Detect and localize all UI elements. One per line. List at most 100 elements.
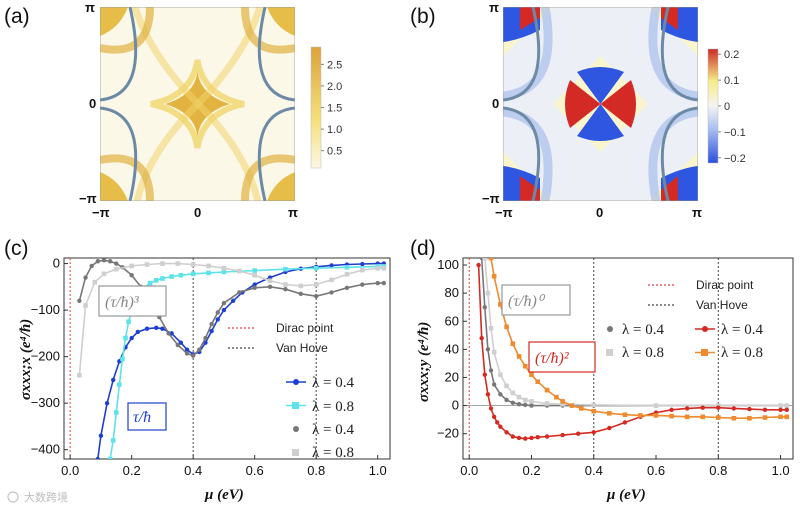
panel-c-series-1-point (169, 331, 174, 336)
panel-b-ytick-top: π (489, 0, 499, 15)
panel-d-xtick-label: 0.0 (460, 463, 478, 478)
panel-b-colorbar (707, 48, 719, 164)
panel-c-series-2-point (252, 268, 257, 273)
panel-a-xtick-left: −π (92, 205, 110, 220)
panel-c-series-3-point (166, 331, 171, 336)
panel-c-series-1-point (209, 328, 214, 334)
panel-c-series-4-point (252, 272, 257, 278)
panel-d-series-1-point (529, 403, 534, 408)
panel-c-plot-frame (63, 257, 391, 460)
panel-d-series-4-point (778, 414, 783, 420)
panel-c-series-2-line (109, 265, 384, 459)
panel-d-ytick-label: 40 (445, 341, 459, 356)
panel-c-series-1-point (98, 433, 104, 438)
panel-c-series-1-point (160, 326, 165, 331)
panel-d-series-4-point (715, 415, 721, 420)
panel-d-series-3-point (747, 406, 752, 412)
panel-d-series-2-point (522, 397, 528, 403)
panel-d-series-3-point (523, 436, 528, 441)
panel-d-series-3-point (560, 432, 565, 438)
panel-c-series-4-point (381, 265, 387, 271)
panel-c-series-3-point (114, 261, 119, 266)
panel-c-series-2-point (123, 335, 128, 341)
panel-c-series-4-point (175, 261, 181, 266)
panel-a-center-glow (150, 59, 245, 149)
panel-d-series-4-point (622, 412, 628, 418)
panel-b-colorbar-tick-label: 0.2 (724, 49, 739, 61)
panel-d-ytick-label: 100 (437, 257, 459, 272)
panel-a-ytick-mid: 0 (89, 96, 96, 111)
panel-c-series-4-point (92, 279, 98, 285)
panel-d-series-3-point (488, 406, 494, 411)
panel-d-series-4-point (579, 406, 584, 411)
panel-d-ytick-label: 20 (445, 369, 459, 384)
panel-c-xtick-label: 0.4 (184, 463, 202, 478)
panel-c-series-1-point (178, 340, 184, 345)
panel-d-series-2-point (504, 383, 509, 389)
panel-a-fermi-tl (100, 7, 138, 102)
panel-d-series-2-point (591, 402, 597, 408)
panel-a-xtick-right: π (288, 205, 298, 220)
panel-d-xtick-label: 0.6 (647, 463, 665, 478)
panel-c-series-1-point (329, 263, 334, 268)
panel-c-series-2-point (160, 276, 165, 281)
panel-d-series-4-line (490, 258, 787, 420)
panel-c-series-4-point (375, 265, 380, 271)
panel-d-series-4-point (569, 403, 575, 408)
panel-c-series-3-point (344, 285, 350, 290)
panel-c-series-3-point (237, 290, 242, 295)
panel-c-series-1-point (144, 326, 150, 331)
panel-d-series-3-point (716, 405, 721, 410)
panel-d-series-2-point (488, 325, 494, 331)
panel-d-series-3-point (516, 435, 522, 441)
panel-c-series-4-point (313, 282, 319, 287)
panel-d-series-4-point (669, 413, 674, 419)
panel-a-colorbar-tick-label: 1.5 (327, 103, 342, 115)
panel-d-series-3-point (529, 435, 534, 441)
panel-c-series-2-point (120, 356, 125, 362)
panel-c-xtick-label: 1.0 (369, 463, 387, 478)
panel-a-corner-bl (100, 172, 128, 201)
panel-a-colorbar-tick-label: 1.0 (327, 124, 342, 136)
panel-c-series-2-point (178, 272, 184, 278)
panel-c-series-3-point (329, 290, 334, 295)
panel-d-xtick-label: 0.4 (585, 463, 603, 478)
panel-c-series-4-point (298, 283, 304, 289)
panel-c-series-4-point (360, 267, 365, 273)
panel-d-series-2-point (778, 403, 783, 408)
panel-c-series-2-point (206, 270, 211, 276)
panel-d-series-1-point (523, 402, 528, 408)
panel-c-box-linear (127, 402, 167, 431)
panel-c-series-4-point (77, 372, 82, 378)
panel-a-colorbar-ticks: 2.5 2.0 1.5 1.0 0.5 (321, 59, 342, 158)
panel-c-legend-swatch-4 (292, 449, 299, 456)
panel-d-legend-3: λ = 0.4 (721, 322, 763, 338)
panel-c-ytick-label: −300 (31, 395, 60, 410)
panel-c-series-1-point (221, 307, 227, 313)
panel-c-series-3-point (298, 291, 304, 297)
panel-a-fermi-br (257, 106, 295, 201)
panel-c-series-3-point (197, 347, 202, 352)
panel-a-corner-band-tr (241, 7, 295, 54)
panel-d-legend-4: λ = 0.8 (721, 345, 763, 361)
panel-d-ytick-label: −20 (437, 426, 459, 441)
panel-b-xtick-mid: 0 (596, 205, 603, 220)
panel-d-series-3-point (479, 335, 484, 341)
panel-d-xlabel: μ (eV) (606, 487, 646, 503)
panel-c-series-2-point (283, 266, 288, 272)
panel-c-series-3-point (107, 259, 113, 264)
panel-d-box-square-label: (τ/ħ)² (535, 350, 570, 367)
panel-b-fermi-tr (660, 7, 698, 102)
panel-d-series-2-point (482, 258, 488, 261)
panel-a-colorbar-tick-label: 2.5 (327, 59, 342, 71)
panel-c-xtick-label: 0.2 (123, 463, 141, 478)
panel-b-ytick-mid: 0 (492, 96, 499, 111)
panel-a: (a) π 0 −π −π 0 π 2.52.01.51.00 (4, 0, 342, 220)
panel-d-series-4-point (554, 394, 559, 400)
panel-d-series-3-point (510, 434, 516, 439)
panel-c-series-3-point (83, 275, 88, 280)
panel-d-series-4-point (747, 415, 752, 421)
panel-d-series-4-point (591, 408, 597, 414)
panel-d-series-3-point (684, 406, 690, 411)
